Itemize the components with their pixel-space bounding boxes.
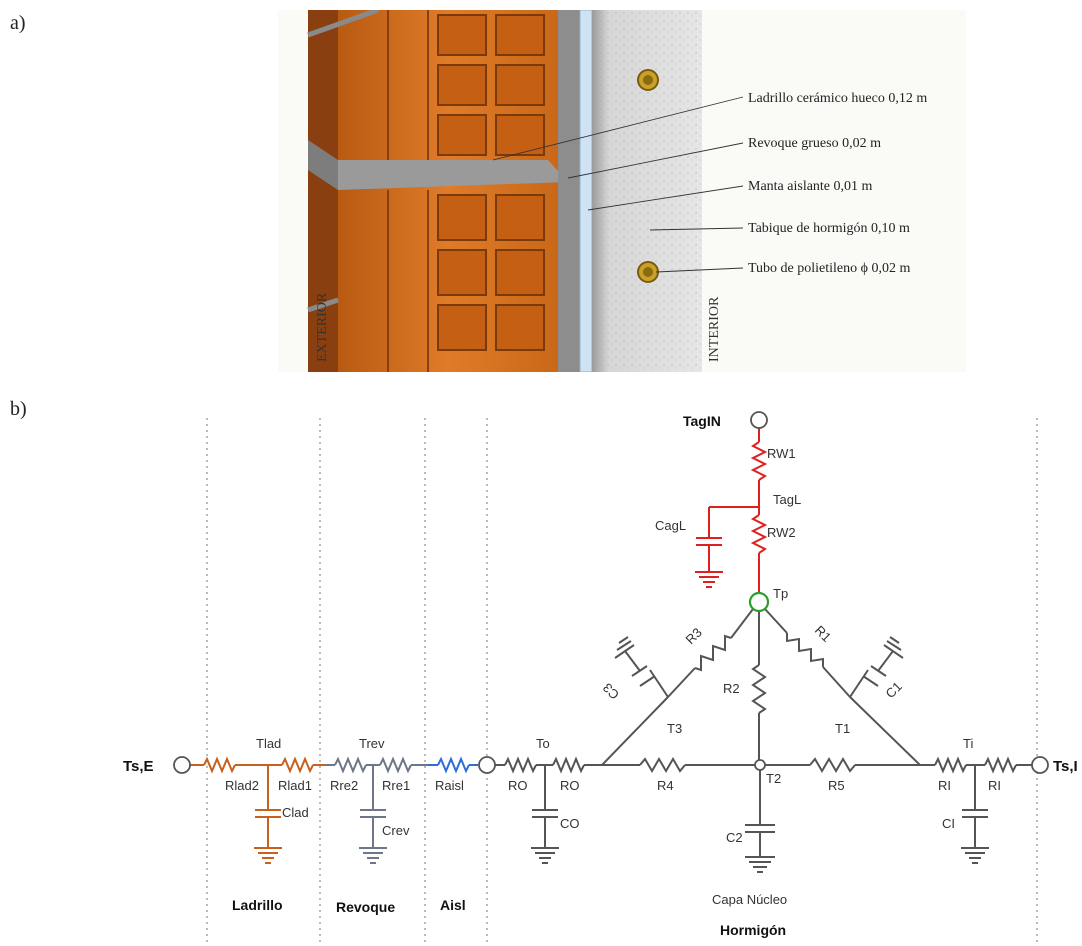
resistor-rre2 xyxy=(334,756,367,774)
label-c3: C3 xyxy=(600,680,622,702)
label-rre2: Rre2 xyxy=(330,778,358,793)
node-t2 xyxy=(754,759,766,771)
label-crev: Crev xyxy=(382,823,410,838)
label-clad: Clad xyxy=(282,805,309,820)
interior-label: INTERIOR xyxy=(707,296,722,362)
label-tlad: Tlad xyxy=(256,736,281,751)
brick-exterior-face xyxy=(308,10,342,372)
label-r1: R1 xyxy=(812,623,834,645)
resistor-r2 xyxy=(751,664,767,714)
panel-b-label: b) xyxy=(10,398,27,420)
revoque-layer xyxy=(558,10,580,372)
label-ro-1: RO xyxy=(508,778,528,793)
label-t1: T1 xyxy=(835,721,850,736)
label-tagin: TagIN xyxy=(683,413,721,429)
water-branch xyxy=(695,428,768,592)
polyethylene-tube-icon xyxy=(637,69,659,91)
label-trev: Trev xyxy=(359,736,385,751)
layer-aisl: Aisl xyxy=(440,897,466,913)
label-rre1: Rre1 xyxy=(382,778,410,793)
rc-network-diagram: Ts,E Ts,I Tlad Trev To Ti TagIN TagL Tp … xyxy=(123,411,1078,946)
resistor-ri-1 xyxy=(934,756,967,774)
aisl-branch xyxy=(428,756,478,774)
label-rlad1: Rlad1 xyxy=(278,778,312,793)
node-tp xyxy=(748,591,770,613)
label-t3: T3 xyxy=(667,721,682,736)
annotation-ladrillo: Ladrillo cerámico hueco 0,12 m xyxy=(748,91,927,106)
resistor-rre1 xyxy=(379,756,412,774)
label-t2: T2 xyxy=(766,771,781,786)
brick-hollow-cells-lower xyxy=(437,194,545,351)
label-to: To xyxy=(536,736,550,751)
label-r5: R5 xyxy=(828,778,845,793)
revoque-branch xyxy=(325,756,428,864)
label-ri-2: RI xyxy=(988,778,1001,793)
wall-section-illustration: Ladrillo cerámico hueco 0,12 m Revoque g… xyxy=(278,10,966,372)
ground-icon xyxy=(614,644,635,659)
label-c2: C2 xyxy=(726,830,743,845)
resistor-ro-1 xyxy=(504,756,537,774)
annotation-tubo: Tubo de polietileno ϕ 0,02 m xyxy=(748,261,911,276)
resistor-rlad1 xyxy=(281,756,314,774)
panel-a-label: a) xyxy=(10,12,26,34)
ladrillo-branch xyxy=(190,756,325,864)
hormigon-branch xyxy=(495,608,1032,873)
resistor-ro-2 xyxy=(552,756,585,774)
label-ti: Ti xyxy=(963,736,973,751)
label-rw2: RW2 xyxy=(767,525,796,540)
insulation-layer xyxy=(579,10,593,372)
resistor-raisl xyxy=(437,756,470,774)
node-tagin xyxy=(750,411,768,429)
label-ts-i: Ts,I xyxy=(1053,758,1078,775)
node-to-boundary xyxy=(478,756,496,774)
label-r4: R4 xyxy=(657,778,674,793)
capacitor-c1 xyxy=(862,675,879,687)
label-co: CO xyxy=(560,816,580,831)
layer-revoque: Revoque xyxy=(336,899,395,915)
layer-hormigon: Hormigón xyxy=(720,922,786,938)
node-ts-i xyxy=(1031,756,1049,774)
annotation-revoque: Revoque grueso 0,02 m xyxy=(748,136,881,151)
exterior-label: EXTERIOR xyxy=(315,292,330,362)
mortar-joint xyxy=(338,160,568,190)
resistor-r5 xyxy=(809,757,856,773)
label-r3: R3 xyxy=(683,625,705,647)
label-ro-2: RO xyxy=(560,778,580,793)
resistor-rw1 xyxy=(750,441,768,481)
brick-hollow-cells-upper xyxy=(437,14,545,156)
node-ts-e xyxy=(173,756,191,774)
resistor-rlad2 xyxy=(203,756,236,774)
annotation-manta: Manta aislante 0,01 m xyxy=(748,179,873,194)
resistor-r3 xyxy=(694,634,732,672)
label-tp: Tp xyxy=(773,586,788,601)
capacitor-c3 xyxy=(639,675,656,687)
label-tagl: TagL xyxy=(773,492,801,507)
label-raisl: Raisl xyxy=(435,778,464,793)
label-cagl: CagL xyxy=(655,518,686,533)
layer-ladrillo: Ladrillo xyxy=(232,897,283,913)
label-rlad2: Rlad2 xyxy=(225,778,259,793)
resistor-r1 xyxy=(786,633,824,667)
label-ri-1: RI xyxy=(938,778,951,793)
annotation-tabique: Tabique de hormigón 0,10 m xyxy=(748,221,910,236)
label-ci: CI xyxy=(942,816,955,831)
label-ts-e: Ts,E xyxy=(123,758,154,775)
label-rw1: RW1 xyxy=(767,446,796,461)
label-c1: C1 xyxy=(883,679,905,701)
layer-dividers xyxy=(206,418,1038,946)
resistor-ri-2 xyxy=(984,756,1017,774)
resistor-r4 xyxy=(639,757,686,773)
resistor-rw2 xyxy=(750,514,768,554)
label-r2: R2 xyxy=(723,681,740,696)
layer-capa-nucleo: Capa Núcleo xyxy=(712,892,787,907)
ground-icon xyxy=(883,644,904,659)
polyethylene-tube-icon xyxy=(637,261,659,283)
